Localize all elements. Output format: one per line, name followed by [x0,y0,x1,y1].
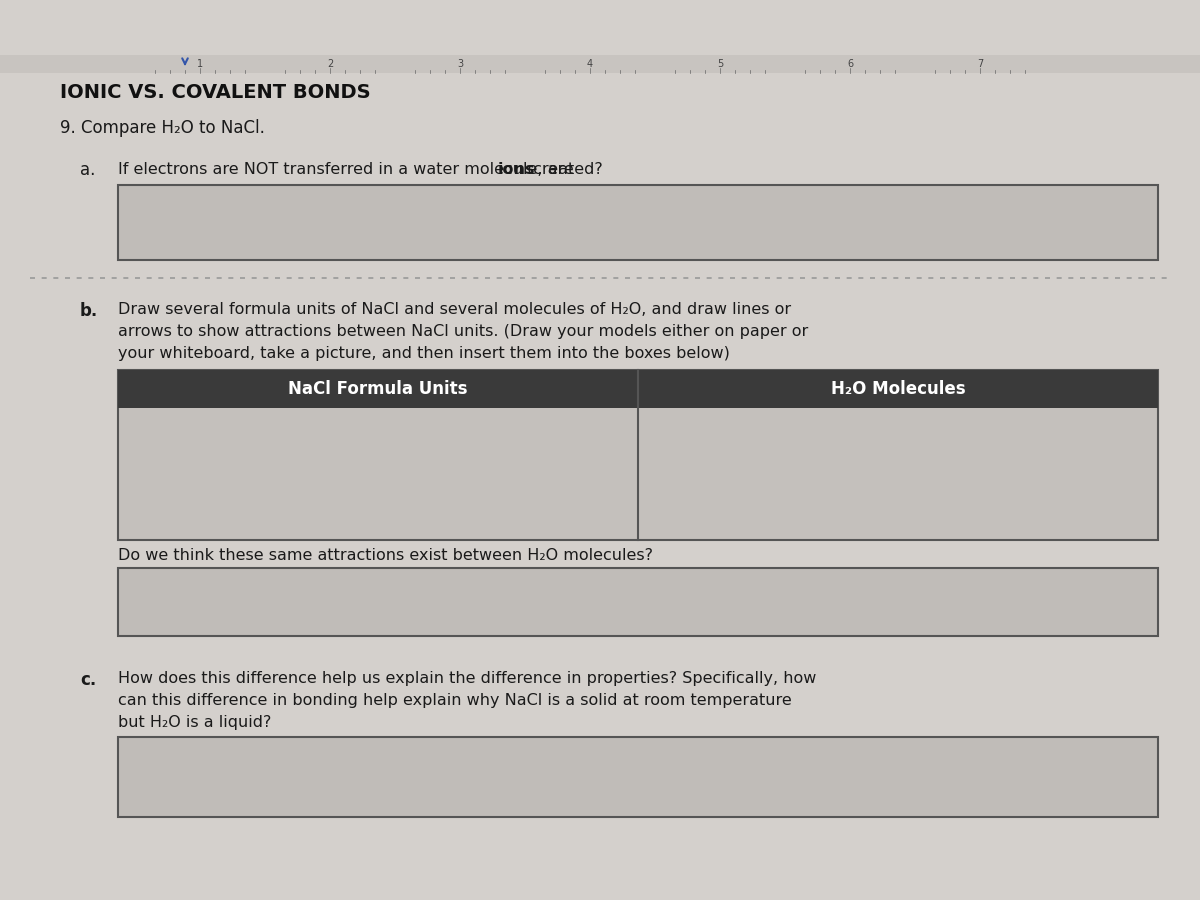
Text: ions: ions [498,163,535,177]
Text: 3: 3 [457,59,463,69]
Text: IONIC VS. COVALENT BONDS: IONIC VS. COVALENT BONDS [60,83,371,102]
Text: 7: 7 [977,59,983,69]
Text: arrows to show attractions between NaCl units. (Draw your models either on paper: arrows to show attractions between NaCl … [118,324,809,339]
Text: Draw several formula units of NaCl and several molecules of H₂O, and draw lines : Draw several formula units of NaCl and s… [118,302,791,317]
Text: 1: 1 [197,59,203,69]
Bar [638,370,1158,408]
Text: created?: created? [528,163,602,177]
Bar [118,185,1158,260]
Text: If electrons are NOT transferred in a water molecule, are: If electrons are NOT transferred in a wa… [118,163,578,177]
Text: 5: 5 [716,59,724,69]
Bar [0,55,1200,73]
Bar [118,568,1158,636]
Bar [118,370,638,408]
Text: a.: a. [80,161,95,179]
Bar [118,370,1158,540]
Text: NaCl Formula Units: NaCl Formula Units [288,380,468,398]
Text: 4: 4 [587,59,593,69]
Text: but H₂O is a liquid?: but H₂O is a liquid? [118,715,271,730]
Text: b.: b. [80,302,98,320]
Text: H₂O Molecules: H₂O Molecules [830,380,965,398]
Text: your whiteboard, take a picture, and then insert them into the boxes below): your whiteboard, take a picture, and the… [118,346,730,361]
Bar [118,737,1158,817]
Text: 2: 2 [326,59,334,69]
Text: 6: 6 [847,59,853,69]
Text: How does this difference help us explain the difference in properties? Specifica: How does this difference help us explain… [118,671,816,686]
Text: c.: c. [80,671,96,689]
Text: 9. Compare H₂O to NaCl.: 9. Compare H₂O to NaCl. [60,119,265,137]
Text: can this difference in bonding help explain why NaCl is a solid at room temperat: can this difference in bonding help expl… [118,693,792,708]
Text: Do we think these same attractions exist between H₂O molecules?: Do we think these same attractions exist… [118,548,653,563]
